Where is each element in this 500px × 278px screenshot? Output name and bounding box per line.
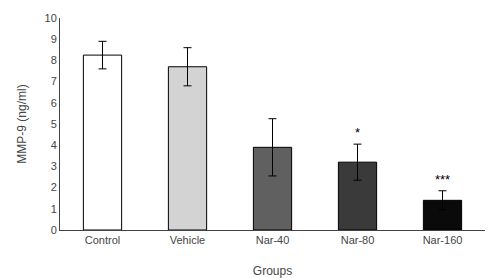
svg-text:10: 10 (45, 12, 57, 24)
svg-text:4: 4 (51, 139, 57, 151)
svg-text:Control: Control (85, 234, 120, 246)
svg-text:MMP-9 (ng/ml): MMP-9 (ng/ml) (15, 84, 29, 163)
svg-text:0: 0 (51, 224, 57, 236)
svg-text:Nar-160: Nar-160 (423, 234, 463, 246)
svg-text:***: *** (435, 172, 450, 187)
svg-text:Nar-40: Nar-40 (256, 234, 290, 246)
svg-text:9: 9 (51, 33, 57, 45)
svg-text:6: 6 (51, 97, 57, 109)
svg-text:*: * (355, 125, 360, 140)
svg-text:5: 5 (51, 118, 57, 130)
svg-text:Nar-80: Nar-80 (341, 234, 375, 246)
svg-text:3: 3 (51, 160, 57, 172)
svg-text:7: 7 (51, 75, 57, 87)
svg-text:1: 1 (51, 203, 57, 215)
svg-text:Vehicle: Vehicle (170, 234, 205, 246)
svg-text:2: 2 (51, 181, 57, 193)
svg-text:Groups: Groups (253, 264, 292, 278)
svg-text:8: 8 (51, 54, 57, 66)
